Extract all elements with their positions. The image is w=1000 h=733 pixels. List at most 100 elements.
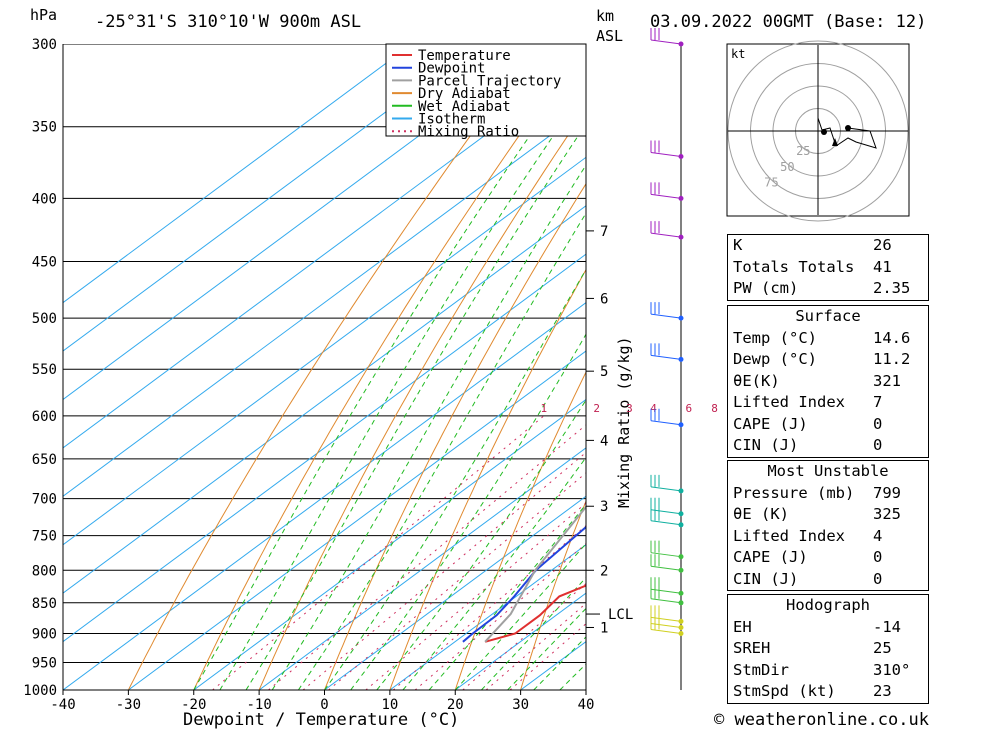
wet-adiabat xyxy=(324,268,586,690)
row-value: 321 xyxy=(873,371,901,390)
wind-barb-dot xyxy=(678,195,684,201)
wind-barb xyxy=(650,354,682,360)
mixing-ratio-axis-label: Mixing Ratio (g/kg) xyxy=(615,336,633,508)
row-value: 0 xyxy=(873,548,883,566)
temperature-tick-label: -30 xyxy=(116,697,141,713)
row-key: StmSpd (kt) xyxy=(733,682,836,700)
temperature-tick-label: 30 xyxy=(512,697,529,713)
pressure-tick-label: 450 xyxy=(32,255,57,271)
mixing-ratio-line xyxy=(414,542,586,690)
isotherm xyxy=(63,59,586,449)
isotherm xyxy=(63,156,586,546)
height-tick-label: 6 xyxy=(600,291,608,307)
wind-barb-dot xyxy=(678,567,684,573)
wind-barb xyxy=(650,622,682,628)
panel-title: Most Unstable xyxy=(767,462,889,480)
row-value: 2.35 xyxy=(873,279,911,297)
storm-motion-dot xyxy=(845,125,851,131)
pressure-tick-label: 850 xyxy=(32,596,57,612)
axes: 3003504004505005506006507007508008509009… xyxy=(23,37,633,713)
panel-title: Surface xyxy=(795,307,861,325)
wind-barb xyxy=(650,193,682,199)
legend-entry: Wet Adiabat xyxy=(418,99,511,115)
wet-adiabat xyxy=(350,333,586,690)
mixing-ratio-line xyxy=(392,524,586,690)
wind-barb-dot xyxy=(678,488,684,494)
row-value: 11.2 xyxy=(873,350,911,368)
wind-barb xyxy=(650,152,682,158)
row-value: 0 xyxy=(873,414,883,433)
mixing-ratio-tick-label: 3 xyxy=(626,402,633,415)
dry-adiabat xyxy=(193,44,585,690)
hodograph-ring-label: 50 xyxy=(780,160,794,174)
temperature-tick-label: 40 xyxy=(578,697,595,713)
row-key: CAPE (J) xyxy=(733,548,808,566)
row-value: 325 xyxy=(873,505,901,523)
row-value: 25 xyxy=(873,639,892,657)
lcl-label: LCL xyxy=(608,607,633,623)
x-axis-label: Dewpoint / Temperature (°C) xyxy=(183,710,460,730)
wind-barb-dot xyxy=(678,234,684,240)
mixing-ratio-tick-label: 2 xyxy=(593,402,600,415)
hodograph-unit: kt xyxy=(731,47,745,61)
isotherm xyxy=(258,447,586,690)
legend-entry: Isotherm xyxy=(418,112,485,128)
temperature-tick-label: -20 xyxy=(181,697,206,713)
storm-marker xyxy=(832,138,838,146)
mixing-ratio-tick-label: 6 xyxy=(685,402,692,415)
row-key: K xyxy=(733,236,743,254)
wet-adiabat xyxy=(376,399,586,690)
wind-barb-dot xyxy=(678,630,684,636)
wind-barb-dot xyxy=(678,554,684,560)
temperature-tick-label: 0 xyxy=(320,697,328,713)
row-value: 4 xyxy=(873,526,883,545)
row-value: -14 xyxy=(873,617,901,636)
wind-barb xyxy=(650,39,682,45)
isotherm xyxy=(63,44,544,401)
row-key: Lifted Index xyxy=(733,526,845,545)
isotherm xyxy=(63,44,413,304)
height-tick-label: 7 xyxy=(600,224,608,240)
datetime-title: 03.09.2022 00GMT (Base: 12) xyxy=(650,12,927,32)
row-value: 799 xyxy=(873,483,901,502)
row-key: CIN (J) xyxy=(733,569,799,588)
row-key: Lifted Index xyxy=(733,393,845,411)
isotherm xyxy=(63,108,586,497)
temperature-tick-label: 10 xyxy=(381,697,398,713)
dry-adiabat xyxy=(258,107,586,690)
pressure-unit-label: hPa xyxy=(30,6,58,24)
mixing-ratio-tick-label: 8 xyxy=(711,402,718,415)
pressure-tick-label: 800 xyxy=(32,563,57,579)
panel-row: θE(K) 321 xyxy=(728,371,928,393)
wind-barbs xyxy=(650,28,684,690)
dry-adiabat xyxy=(389,268,586,690)
hodograph-ring-label: 25 xyxy=(796,144,810,158)
wet-adiabat xyxy=(481,576,586,690)
panel-row: StmSpd (kt) 23 xyxy=(728,681,928,703)
pressure-tick-label: 1000 xyxy=(23,683,57,699)
panel-row: SREH 25 xyxy=(728,638,928,660)
row-key: StmDir xyxy=(733,660,789,679)
mixing-ratio-line xyxy=(365,502,586,690)
wind-barb xyxy=(650,486,682,492)
dry-adiabat xyxy=(978,44,1000,690)
isotherm xyxy=(324,495,586,690)
row-key: Totals Totals xyxy=(733,257,855,276)
panel-row: Lifted Index 4 xyxy=(728,526,928,548)
wind-barb xyxy=(650,420,682,426)
mixing-ratio-line xyxy=(268,424,586,690)
dry-adiabat xyxy=(324,182,586,690)
indices-panel: K 26 Totals Totals 41 PW (cm) 2.35 xyxy=(727,234,929,301)
wind-barb xyxy=(650,598,682,604)
pressure-tick-label: 750 xyxy=(32,529,57,545)
height-tick-label: 5 xyxy=(600,364,608,380)
legend-entry: Mixing Ratio xyxy=(418,124,519,140)
mixing-ratio-tick-label: 4 xyxy=(650,402,657,415)
wind-barb xyxy=(650,628,682,634)
panel-row: Pressure (mb) 799 xyxy=(728,483,928,505)
wind-barb xyxy=(650,565,682,571)
row-key: SREH xyxy=(733,639,771,657)
